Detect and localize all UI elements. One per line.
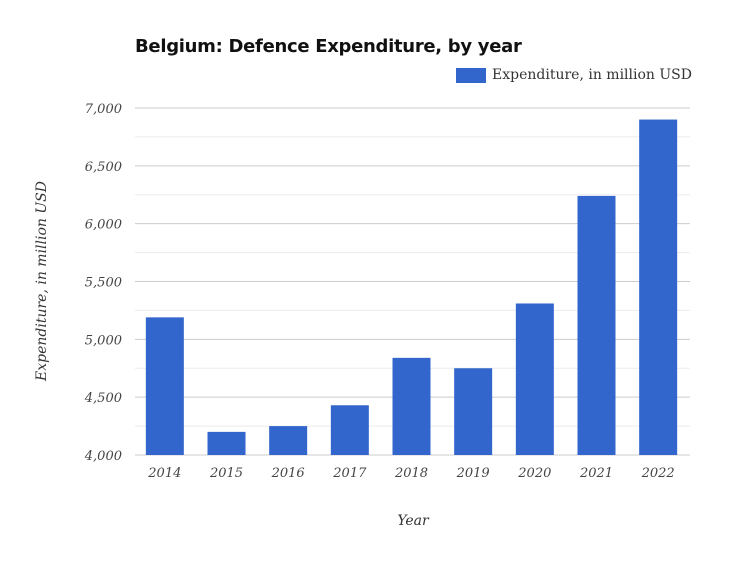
y-axis-label: Expenditure, in million USD [34, 181, 50, 382]
x-tick-label: 2014 [147, 466, 181, 481]
legend: Expenditure, in million USD [456, 67, 692, 83]
x-tick-label: 2019 [456, 466, 490, 481]
bar-2018 [392, 357, 431, 455]
x-tick-label: 2018 [394, 466, 428, 481]
y-tick-label: 5,000 [85, 333, 122, 348]
y-tick-label: 4,500 [84, 391, 122, 406]
bar-2014 [145, 317, 184, 455]
x-tick-label: 2016 [271, 466, 305, 481]
x-tick-label: 2021 [579, 466, 613, 481]
x-tick-label: 2020 [517, 466, 551, 481]
y-tick-label: 4,000 [84, 449, 122, 464]
bar-2016 [269, 426, 308, 455]
bar-2019 [454, 368, 493, 455]
y-tick-label: 6,500 [85, 160, 122, 175]
x-tick-label: 2017 [332, 466, 367, 481]
x-tick-label: 2015 [209, 466, 243, 481]
legend-swatch [456, 67, 487, 83]
x-tick-label: 2022 [641, 466, 675, 481]
bar-2020 [515, 303, 554, 455]
y-tick-label: 6,000 [85, 218, 122, 233]
chart-title: Belgium: Defence Expenditure, by year [135, 36, 522, 57]
y-tick-label: 5,500 [85, 276, 122, 291]
bar-2021 [577, 195, 616, 455]
bar-2015 [207, 431, 246, 455]
legend-label: Expenditure, in million USD [492, 67, 692, 83]
bar-2022 [639, 119, 678, 456]
y-tick-label: 7,000 [85, 102, 122, 117]
bar-2017 [330, 405, 369, 455]
x-axis-label: Year [397, 513, 430, 529]
